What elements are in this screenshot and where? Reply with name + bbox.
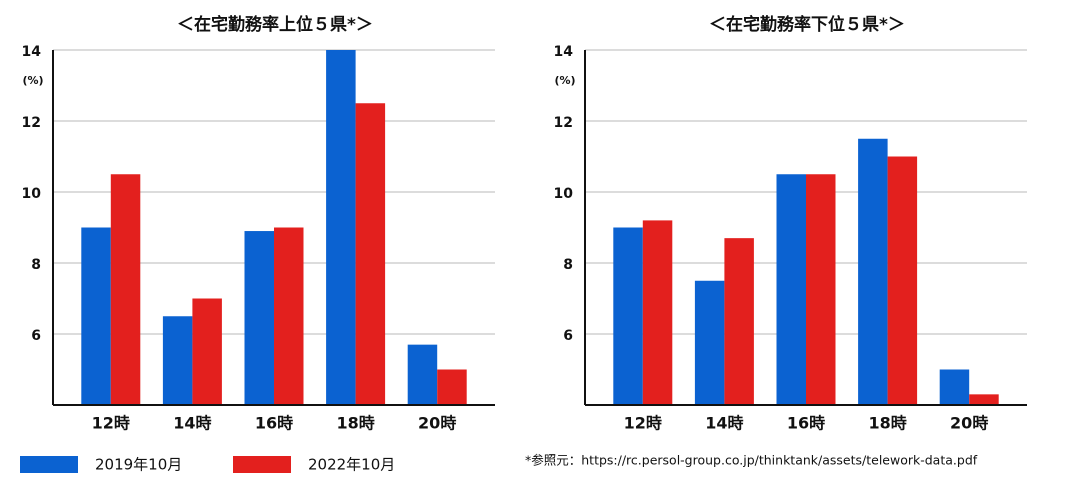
- legend-swatch: [20, 456, 78, 473]
- bar: [887, 156, 918, 405]
- y-tick-label: 12: [22, 115, 41, 131]
- y-tick-label: 10: [554, 186, 574, 202]
- bar: [326, 50, 356, 405]
- y-unit: (%): [22, 74, 43, 87]
- y-tick-label: 6: [31, 328, 41, 344]
- y-tick-label: 14: [554, 44, 574, 60]
- bar: [694, 280, 725, 405]
- y-tick-label: 6: [563, 328, 573, 344]
- bar: [192, 298, 222, 405]
- bar: [939, 369, 970, 405]
- bar: [858, 138, 888, 405]
- x-tick-label: 20時: [418, 414, 456, 433]
- bar: [806, 174, 836, 405]
- bar: [724, 238, 754, 405]
- bar: [162, 316, 193, 405]
- chart-title: ＜在宅勤務率下位５県*＞: [709, 14, 905, 35]
- bar: [274, 227, 304, 405]
- bar: [642, 220, 673, 405]
- y-tick-label: 8: [563, 257, 573, 273]
- x-tick-label: 14時: [705, 414, 743, 433]
- y-tick-label: 10: [22, 186, 42, 202]
- legend-label: 2019年10月: [95, 456, 182, 474]
- y-tick-label: 8: [31, 257, 41, 273]
- x-tick-label: 14時: [173, 414, 211, 433]
- legend-label: 2022年10月: [308, 456, 395, 474]
- y-tick-label: 12: [554, 115, 573, 131]
- bar: [969, 394, 999, 405]
- x-tick-label: 20時: [950, 414, 988, 433]
- bar: [437, 369, 467, 405]
- bar: [776, 174, 806, 405]
- chart-title: ＜在宅勤務率上位５県*＞: [177, 14, 373, 35]
- source-note: *参照元：https://rc.persol-group.co.jp/think…: [525, 453, 978, 468]
- bar: [81, 227, 111, 405]
- x-tick-label: 18時: [868, 414, 906, 433]
- bar: [355, 103, 386, 405]
- x-tick-label: 12時: [624, 414, 662, 433]
- bar: [244, 231, 274, 405]
- bar: [407, 344, 438, 405]
- y-tick-label: 14: [22, 44, 42, 60]
- legend-swatch: [233, 456, 291, 473]
- y-unit: (%): [554, 74, 575, 87]
- bar: [110, 174, 141, 405]
- bar: [613, 227, 643, 405]
- x-tick-label: 12時: [92, 414, 130, 433]
- x-tick-label: 16時: [255, 414, 293, 433]
- x-tick-label: 18時: [336, 414, 374, 433]
- x-tick-label: 16時: [787, 414, 825, 433]
